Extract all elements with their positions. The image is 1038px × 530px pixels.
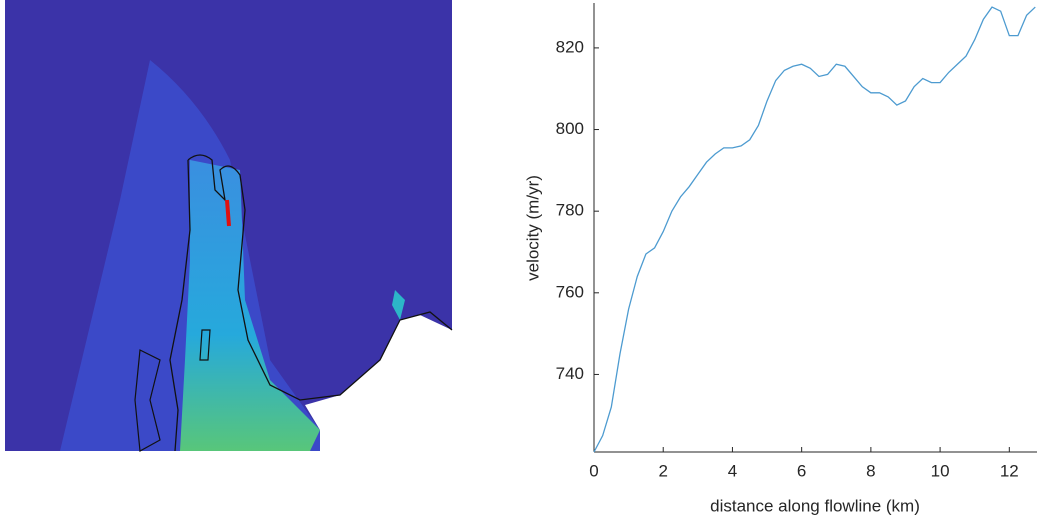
y-tick-label: 780: [556, 201, 584, 220]
velocity-map: [5, 0, 453, 452]
x-tick-label: 0: [589, 461, 598, 480]
y-tick-label: 740: [556, 364, 584, 383]
x-tick-label: 2: [658, 461, 667, 480]
x-tick-label: 8: [866, 461, 875, 480]
map-glacier: [180, 160, 320, 451]
x-tick-label: 4: [728, 461, 737, 480]
x-tick-label: 12: [1000, 461, 1019, 480]
y-axis-label: velocity (m/yr): [523, 175, 542, 281]
x-tick-label: 6: [797, 461, 806, 480]
map-ocean: [305, 315, 452, 451]
y-tick-label: 760: [556, 282, 584, 301]
map-outlet: [392, 290, 405, 320]
x-axis-label: distance along flowline (km): [710, 496, 920, 515]
y-tick-label: 800: [556, 119, 584, 138]
map-island: [134, 349, 161, 452]
map-coastline: [187, 154, 453, 401]
map-coastline-west: [169, 159, 191, 452]
data-line: [593, 6, 1036, 453]
flowline: [225, 199, 231, 227]
y-tick-label: 820: [556, 37, 584, 56]
map-island: [199, 329, 211, 361]
x-tick-label: 10: [931, 461, 950, 480]
